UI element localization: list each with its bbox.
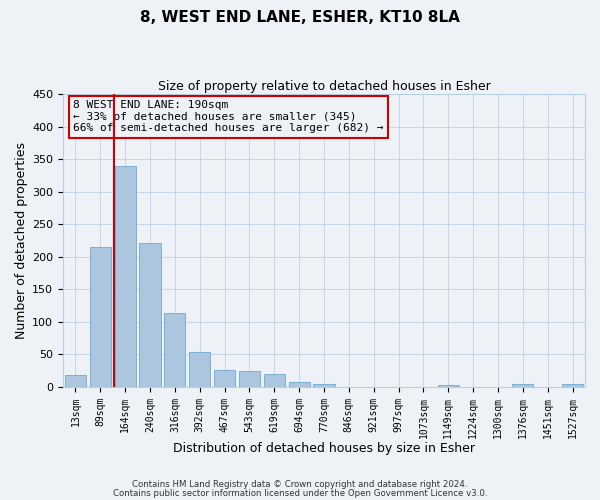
Text: Contains public sector information licensed under the Open Government Licence v3: Contains public sector information licen… <box>113 490 487 498</box>
Bar <box>438 385 459 387</box>
Bar <box>239 370 260 387</box>
Text: 8, WEST END LANE, ESHER, KT10 8LA: 8, WEST END LANE, ESHER, KT10 8LA <box>140 10 460 25</box>
Text: Contains HM Land Registry data © Crown copyright and database right 2024.: Contains HM Land Registry data © Crown c… <box>132 480 468 489</box>
Bar <box>164 314 185 387</box>
Bar <box>115 166 136 387</box>
Bar <box>562 384 583 387</box>
Bar <box>65 376 86 387</box>
X-axis label: Distribution of detached houses by size in Esher: Distribution of detached houses by size … <box>173 442 475 455</box>
Title: Size of property relative to detached houses in Esher: Size of property relative to detached ho… <box>158 80 490 93</box>
Bar <box>313 384 335 387</box>
Bar <box>214 370 235 387</box>
Bar <box>139 242 161 387</box>
Bar <box>90 247 111 387</box>
Text: 8 WEST END LANE: 190sqm
← 33% of detached houses are smaller (345)
66% of semi-d: 8 WEST END LANE: 190sqm ← 33% of detache… <box>73 100 384 133</box>
Bar <box>264 374 285 387</box>
Y-axis label: Number of detached properties: Number of detached properties <box>15 142 28 339</box>
Bar <box>512 384 533 387</box>
Bar <box>289 382 310 387</box>
Bar <box>189 352 210 387</box>
